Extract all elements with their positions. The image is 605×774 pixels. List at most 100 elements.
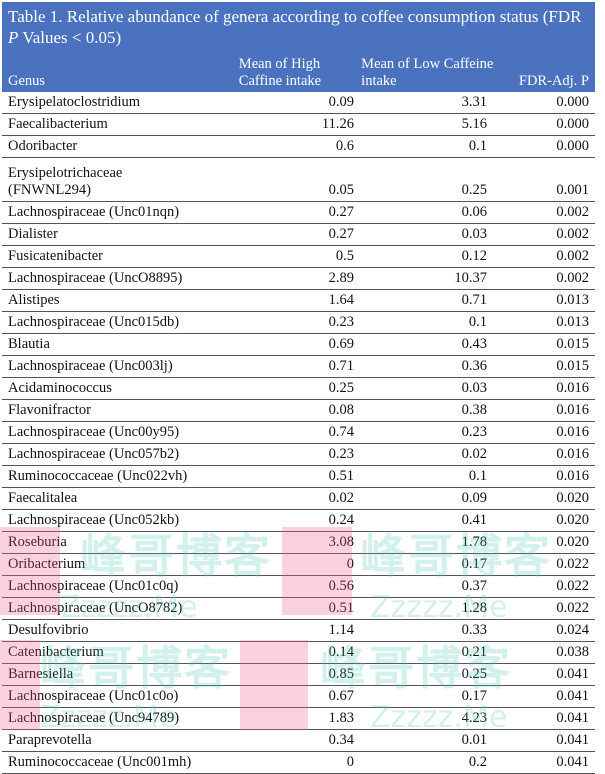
high-intake-cell: 0.25 [328,380,354,396]
table-row: Lachnospiraceae (Unc057b2) 0.23 0.02 0.016 [2,444,595,466]
table-row: Lachnospiraceae (Unc01c0o) 0.67 0.17 0.041 [2,686,595,708]
low-intake-cell: 0.17 [461,688,487,704]
table-row: Odoribacter 0.6 0.1 0.000 [2,136,595,158]
low-intake-cell: 0.37 [461,578,487,594]
fdr-cell: 0.013 [556,292,589,308]
low-intake-cell: 0.1 [468,468,487,484]
genus-cell: Desulfovibrio [8,622,89,638]
genus-cell: Ruminococcaceae (Unc001mh) [8,754,192,770]
high-intake-cell: 0.24 [328,512,354,528]
title-p: P [8,28,19,47]
genus-cell: Blautia [8,336,50,352]
fdr-cell: 0.022 [556,578,589,594]
high-intake-cell: 0.02 [328,490,354,506]
high-intake-cell: 0.71 [328,358,354,374]
low-intake-cell: 0.17 [461,556,487,572]
column-headers: Genus Mean of High Caffine intake Mean o… [8,54,589,90]
fdr-cell: 0.022 [556,600,589,616]
table-row: Faecalitalea 0.02 0.09 0.020 [2,488,595,510]
high-intake-cell: 1.14 [328,622,354,638]
low-intake-cell: 0.06 [461,204,487,220]
genus-cell: Acidaminococcus [8,380,112,396]
table-row: Roseburia 3.08 1.78 0.020 [2,532,595,554]
genus-cell: Erysipelotrichaceae (FNWNL294) [8,165,123,198]
genus-cell: Lachnospiraceae (UncO8895) [8,270,183,286]
genus-cell: Barnesiella [8,666,74,682]
table-row: Lachnospiraceae (Unc01nqn) 0.27 0.06 0.002 [2,202,595,224]
fdr-cell: 0.016 [556,446,589,462]
genus-cell: Lachnospiraceae (UncO8782) [8,600,183,616]
low-intake-cell: 0.33 [461,622,487,638]
low-intake-cell: 1.28 [461,600,487,616]
table-row: Alistipes 1.64 0.71 0.013 [2,290,595,312]
high-intake-cell: 0.51 [328,600,354,616]
table-row: Faecalibacterium 11.26 5.16 0.000 [2,114,595,136]
genus-cell: Lachnospiraceae (Unc94789) [8,710,180,726]
genus-cell: Lachnospiraceae (Unc003lj) [8,358,173,374]
low-intake-cell: 0.1 [468,138,487,154]
fdr-cell: 0.041 [556,732,589,748]
col-fdr: FDR-Adj. P [518,73,589,89]
low-intake-cell: 0.2 [468,754,487,770]
low-intake-cell: 3.31 [461,94,487,110]
table-row: Ruminococcaceae (Unc022vh) 0.51 0.1 0.016 [2,466,595,488]
fdr-cell: 0.041 [556,688,589,704]
table-row: Acidaminococcus 0.25 0.03 0.016 [2,378,595,400]
high-intake-cell: 0.23 [328,314,354,330]
high-intake-cell: 0.09 [328,94,354,110]
table-row: Erysipelotrichaceae (FNWNL294) 0.05 0.25 0.… [2,158,595,202]
fdr-cell: 0.016 [556,468,589,484]
genus-cell: Dialister [8,226,58,242]
genus-cell: Lachnospiraceae (Unc01nqn) [8,204,180,220]
low-intake-cell: 0.38 [461,402,487,418]
high-intake-cell: 0.51 [328,468,354,484]
col-high: Mean of High Caffine intake [238,56,322,89]
table-row: Lachnospiraceae (Unc94789) 1.83 4.23 0.041 [2,708,595,730]
low-intake-cell: 0.01 [461,732,487,748]
low-intake-cell: 0.36 [461,358,487,374]
low-intake-cell: 0.03 [461,380,487,396]
title-text-end: Values < 0.05) [18,28,122,47]
fdr-cell: 0.002 [556,204,589,220]
fdr-cell: 0.041 [556,754,589,770]
table-row: Erysipelatoclostridium 0.09 3.31 0.000 [2,92,595,114]
genus-cell: Paraprevotella [8,732,92,748]
genus-cell: Faecalibacterium [8,116,108,132]
table-row: Dialister 0.27 0.03 0.002 [2,224,595,246]
fdr-cell: 0.002 [556,226,589,242]
genus-cell: Ruminococcaceae (Unc022vh) [8,468,188,484]
col-genus: Genus [8,73,46,89]
low-intake-cell: 10.37 [454,270,487,286]
low-intake-cell: 0.25 [461,666,487,682]
fdr-cell: 0.000 [556,94,589,110]
high-intake-cell: 0.23 [328,446,354,462]
high-intake-cell: 0.67 [328,688,354,704]
high-intake-cell: 0.69 [328,336,354,352]
fdr-cell: 0.016 [556,424,589,440]
fdr-cell: 0.002 [556,248,589,264]
high-intake-cell: 2.89 [328,270,354,286]
col-low: Mean of Low Caffeine intake [361,56,494,89]
table-row: Paraprevotella 0.34 0.01 0.041 [2,730,595,752]
high-intake-cell: 0.27 [328,204,354,220]
fdr-cell: 0.000 [556,116,589,132]
fdr-cell: 0.000 [556,138,589,154]
table-row: Lachnospiraceae (Unc052kb) 0.24 0.41 0.020 [2,510,595,532]
genus-cell: Flavonifractor [8,402,91,418]
fdr-cell: 0.024 [556,622,589,638]
fdr-cell: 0.020 [556,534,589,550]
low-intake-cell: 0.21 [461,644,487,660]
table-row: Desulfovibrio 1.14 0.33 0.024 [2,620,595,642]
fdr-cell: 0.015 [556,336,589,352]
high-intake-cell: 3.08 [328,534,354,550]
low-intake-cell: 1.78 [461,534,487,550]
table-row: Lachnospiraceae (Unc015db) 0.23 0.1 0.013 [2,312,595,334]
high-intake-cell: 0.74 [328,424,354,440]
table-row: Fusicatenibacter 0.5 0.12 0.002 [2,246,595,268]
low-intake-cell: 0.71 [461,292,487,308]
high-intake-cell: 0.5 [335,248,354,264]
genus-cell: Fusicatenibacter [8,248,104,264]
table-header: Table 1. Relative abundance of genera ac… [2,2,595,92]
low-intake-cell: 0.41 [461,512,487,528]
genus-cell: Catenibacterium [8,644,104,660]
